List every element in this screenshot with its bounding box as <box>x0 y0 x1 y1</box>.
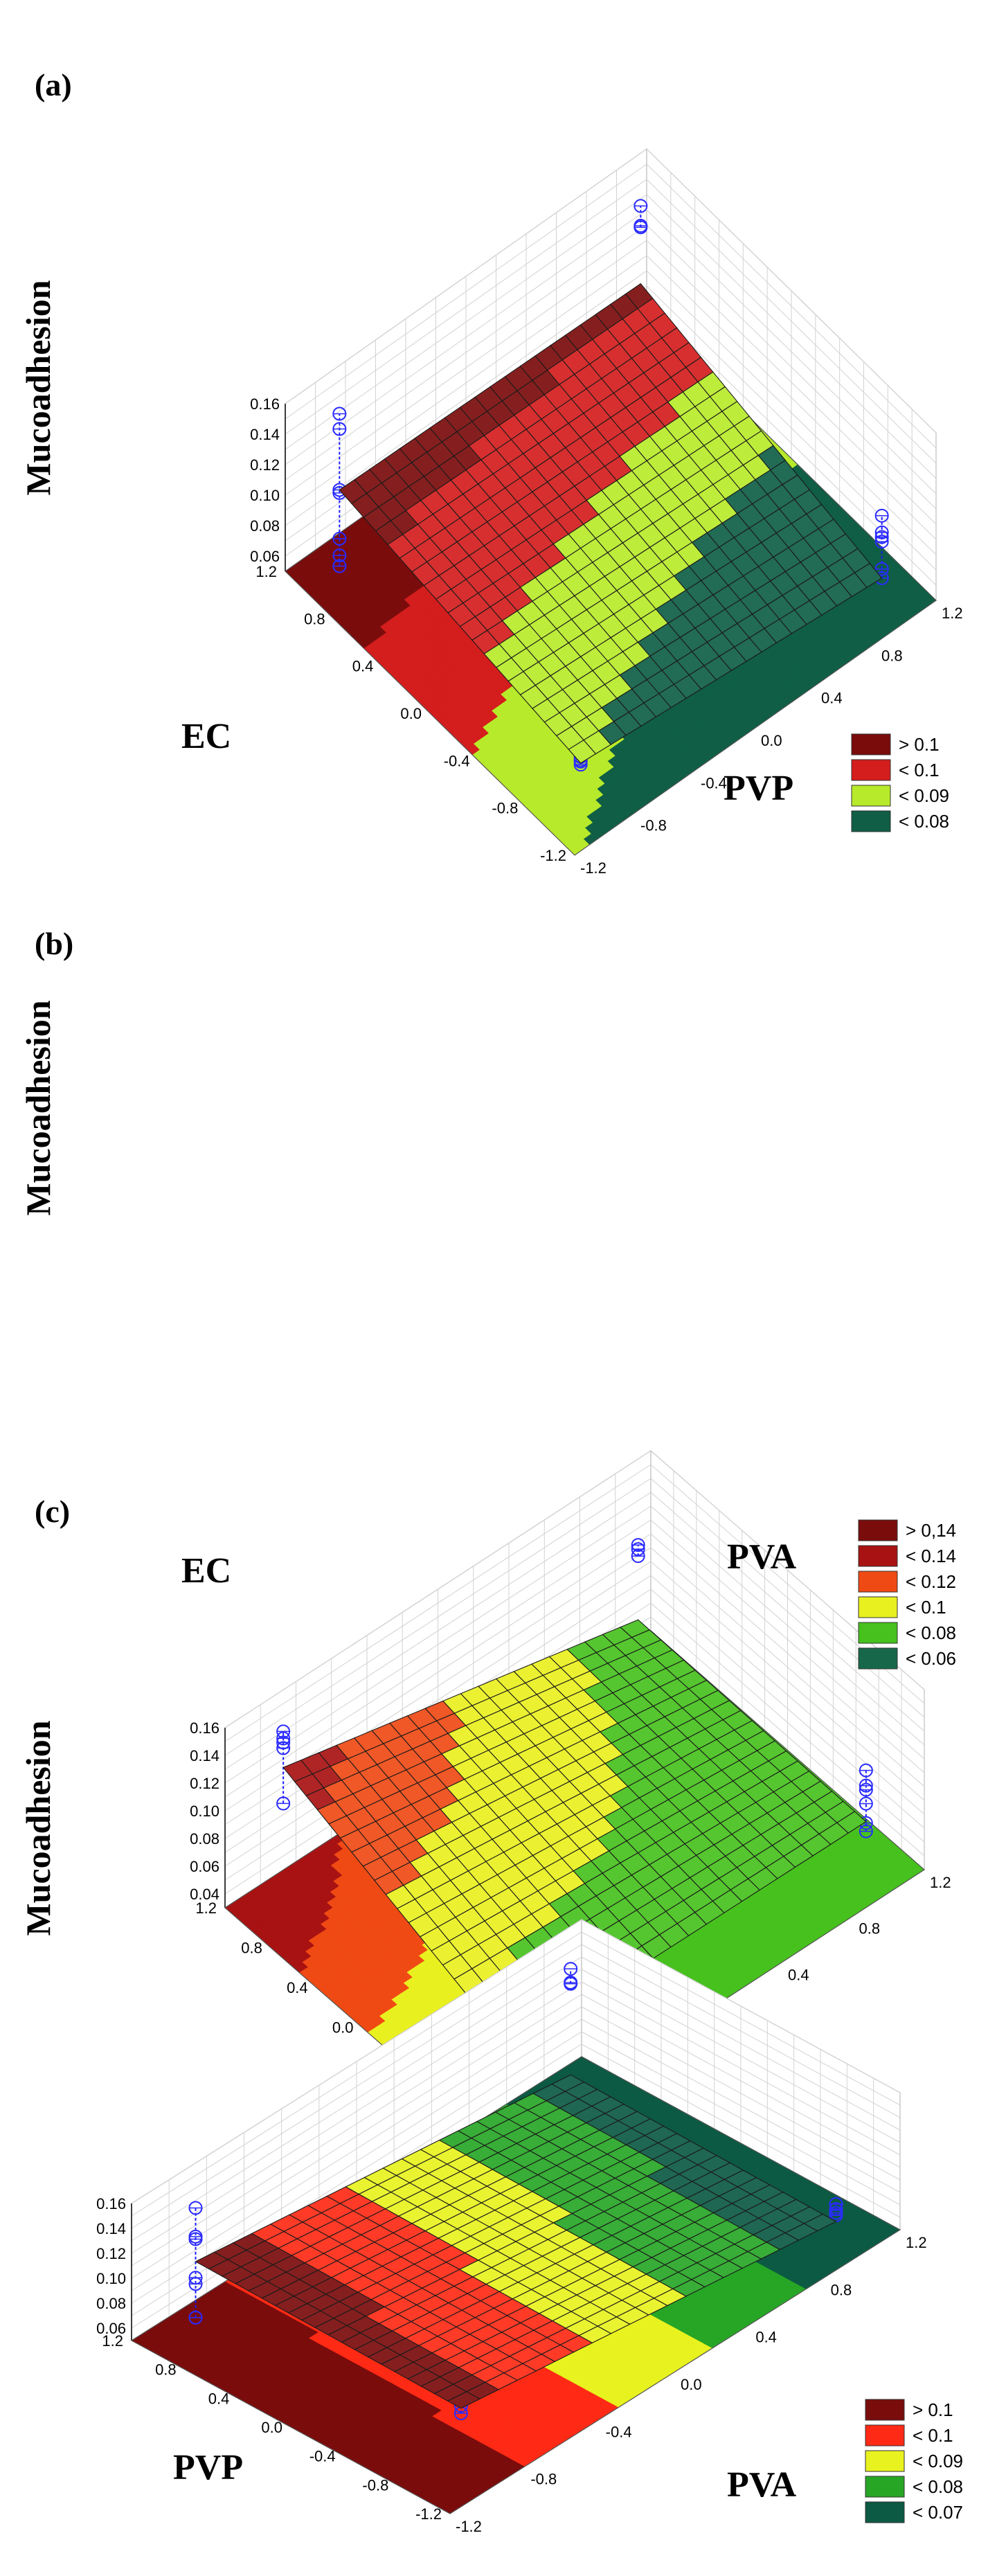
grid-line <box>285 194 937 479</box>
legend-swatch <box>851 733 891 755</box>
x-tick-label: -0.8 <box>640 817 667 834</box>
legend-label: < 0.08 <box>899 811 949 832</box>
panel-label: (a) <box>35 67 72 102</box>
legend: > 0.1 < 0.1 < 0.09 < 0.08 <box>851 733 949 832</box>
x-tick-label: 0.8 <box>881 647 903 664</box>
x-tick-label: 0.0 <box>761 732 782 749</box>
y-tick-label: 1.2 <box>255 563 277 580</box>
grid-line <box>285 163 937 449</box>
grid-line <box>285 240 937 525</box>
y-tick-label: -0.8 <box>492 800 518 817</box>
z-axis-title: Mucoadhesion <box>19 280 57 495</box>
y-tick-label: 0.0 <box>400 705 422 722</box>
grid-line <box>285 270 937 555</box>
grid-line <box>285 179 937 464</box>
z-tick-label: 0.06 <box>250 548 280 565</box>
legend-swatch <box>851 759 891 781</box>
legend-label: > 0.1 <box>899 734 940 755</box>
chart-panel-1: -1.2-0.8-0.40.00.40.81.2-1.2-0.8-0.40.00… <box>19 67 963 877</box>
grid-line <box>285 255 937 540</box>
y-tick-label: 0.8 <box>304 610 325 627</box>
y-tick-label: 0.4 <box>352 658 374 675</box>
legend-swatch <box>851 785 891 807</box>
z-tick-label: 0.10 <box>250 487 280 504</box>
z-tick-label: 0.14 <box>250 426 280 443</box>
x-axis-title: PVP <box>724 769 793 808</box>
x-tick-label: 1.2 <box>942 605 963 622</box>
legend-swatch <box>851 810 891 832</box>
y-axis-title: EC <box>181 717 231 756</box>
grid-line <box>285 209 937 494</box>
z-tick-label: 0.12 <box>250 456 280 474</box>
legend-label: < 0.1 <box>899 760 940 780</box>
x-tick-label: -1.2 <box>580 859 607 877</box>
z-tick-label: 0.08 <box>250 517 280 535</box>
z-tick-label: 0.16 <box>250 395 280 413</box>
x-tick-label: 0.4 <box>821 690 843 707</box>
grid-line <box>285 148 937 433</box>
legend-label: < 0.09 <box>899 785 949 806</box>
y-tick-label: -1.2 <box>540 847 566 864</box>
y-tick-label: -0.4 <box>444 752 470 769</box>
